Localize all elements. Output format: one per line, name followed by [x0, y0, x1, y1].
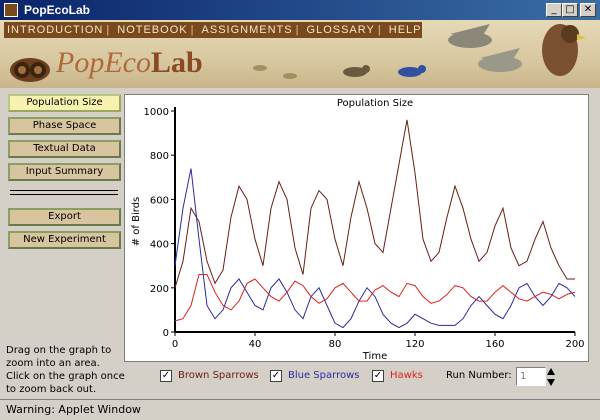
brown-sparrows-checkbox[interactable]: ✓	[160, 370, 172, 382]
minimize-button[interactable]: _	[546, 3, 562, 17]
menu-assignments[interactable]: ASSIGNMENTS	[201, 24, 293, 36]
title-bar: PopEcoLab _ □ ✕	[0, 0, 600, 20]
y-tick-label: 600	[150, 195, 169, 206]
menu-bar: INTRODUCTION | NOTEBOOK | ASSIGNMENTS | GLO…	[4, 22, 422, 38]
input-summary-button[interactable]: Input Summary	[8, 163, 121, 181]
status-message: Warning: Applet Window	[6, 403, 141, 416]
x-tick-label: 0	[172, 339, 178, 350]
hawks-label: Hawks	[390, 370, 423, 381]
divider	[10, 190, 118, 191]
series-line-brown-sparrows	[174, 119, 575, 288]
menu-introduction[interactable]: INTRODUCTION	[7, 24, 104, 36]
blue-sparrows-checkbox[interactable]: ✓	[270, 370, 282, 382]
run-number-stepper-icon[interactable]	[547, 367, 555, 387]
zoom-hint: Drag on the graph to zoom into an area. …	[6, 345, 125, 395]
x-axis-label: Time	[362, 351, 387, 361]
run-number-input[interactable]: 1	[516, 367, 546, 386]
textual-data-button[interactable]: Textual Data	[8, 140, 121, 158]
hawks-checkbox[interactable]: ✓	[372, 370, 384, 382]
binoculars-logo-icon	[10, 58, 50, 82]
app-icon	[4, 3, 18, 17]
chart-title: Population Size	[337, 98, 413, 109]
divider	[10, 194, 118, 195]
y-tick-label: 200	[150, 284, 169, 295]
y-tick-label: 0	[163, 328, 169, 339]
y-tick-label: 400	[150, 240, 169, 251]
x-tick-label: 200	[565, 339, 584, 350]
run-number-label: Run Number:	[446, 370, 512, 381]
close-button[interactable]: ✕	[580, 3, 596, 17]
new-experiment-button[interactable]: New Experiment	[8, 231, 121, 249]
population-chart[interactable]: Population Size 0 200 400 600 800 1000 0 40 80 120…	[125, 95, 588, 362]
x-tick-label: 80	[329, 339, 342, 350]
y-tick-label: 800	[150, 151, 169, 162]
x-tick-label: 40	[249, 339, 262, 350]
series-line-hawks	[174, 274, 576, 322]
menu-glossary[interactable]: GLOSSARY	[306, 24, 375, 36]
series-line-blue-sparrows	[174, 168, 576, 329]
menu-help[interactable]: HELP	[388, 24, 422, 36]
y-tick-label: 1000	[144, 107, 169, 118]
x-tick-label: 160	[485, 339, 504, 350]
blue-sparrows-label: Blue Sparrows	[288, 370, 360, 381]
plot-panel[interactable]: Population Size 0 200 400 600 800 1000 0 40 80 120…	[124, 94, 589, 362]
birds-illustration-icon	[253, 24, 586, 79]
x-tick-label: 120	[405, 339, 424, 350]
phase-space-button[interactable]: Phase Space	[8, 117, 121, 135]
brown-sparrows-label: Brown Sparrows	[178, 370, 259, 381]
population-size-button[interactable]: Population Size	[8, 94, 121, 112]
banner: INTRODUCTION | NOTEBOOK | ASSIGNMENTS | GLO…	[0, 20, 600, 88]
status-bar: Warning: Applet Window	[0, 399, 600, 420]
logo-text: PopEcoLab	[56, 46, 203, 79]
export-button[interactable]: Export	[8, 208, 121, 226]
window-title: PopEcoLab	[24, 3, 91, 17]
menu-notebook[interactable]: NOTEBOOK	[117, 24, 188, 36]
maximize-button[interactable]: □	[562, 3, 578, 17]
y-axis-label: # of Birds	[131, 197, 142, 247]
